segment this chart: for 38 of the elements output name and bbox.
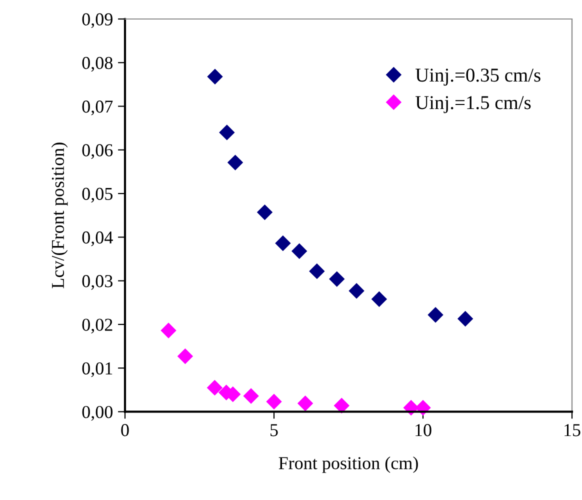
point [428,307,444,322]
y-tick-label: 0,08 [82,56,113,72]
point [372,292,387,307]
y-tick-label: 0,00 [82,406,113,421]
point [309,264,324,279]
x-tick-label: 5 [270,424,278,436]
x-tick-label: 0 [121,424,129,436]
y-tick-label: 0,04 [82,231,113,246]
point [266,394,282,410]
point [348,283,364,298]
point [207,69,223,84]
legend-label: Uinj.=1.5 cm/s [415,96,531,114]
point [219,124,234,140]
y-tick-label: 0,05 [82,188,112,203]
point [228,154,243,170]
point [329,271,344,287]
y-tick-label: 0,06 [82,144,113,159]
point [275,236,291,251]
point [334,398,350,414]
point [298,396,313,411]
point [243,388,259,404]
point [160,322,176,338]
y-tick-label: 0,09 [82,13,112,28]
legend-label: Uinj.=0.35 cm/s [415,68,540,86]
point [207,380,222,396]
point [178,348,193,364]
x-tick-label: 10 [416,424,432,436]
point [292,244,307,259]
y-tick-label: 0,03 [82,275,112,290]
x-tick-label: 15 [564,424,580,436]
y-axis-title: Lcv/(Front position) [51,142,68,288]
point [458,311,473,326]
x-axis-title: Front position (cm) [278,456,418,473]
point [415,400,431,416]
y-tick-label: 0,07 [82,100,113,116]
y-tick-label: 0,02 [82,318,112,334]
y-tick-label: 0,01 [82,362,112,378]
point [257,204,272,220]
